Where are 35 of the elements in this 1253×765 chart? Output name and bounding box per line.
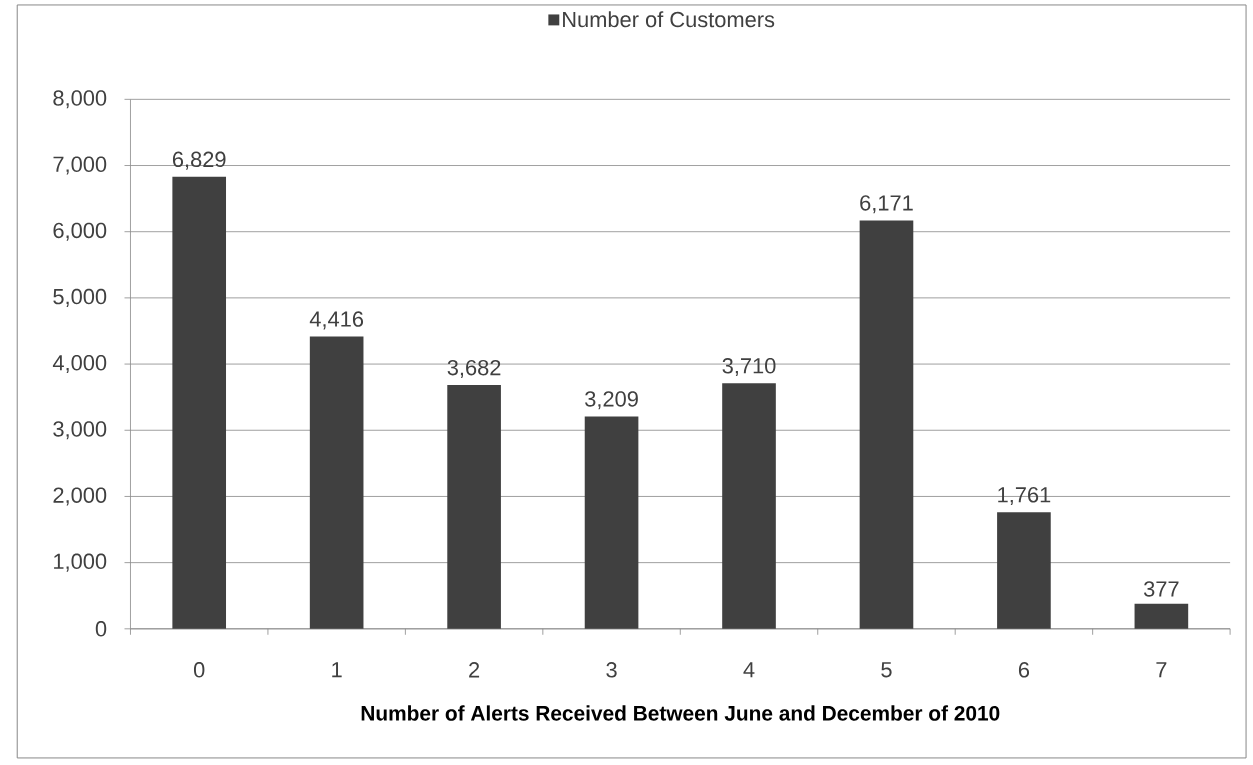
bar (859, 220, 914, 629)
data-label: 3,682 (447, 359, 501, 379)
x-tick-label: 3 (606, 662, 617, 678)
x-tick-label: 4 (743, 662, 755, 678)
x-tick-label: 7 (1156, 662, 1167, 678)
x-tick-label: 1 (332, 662, 342, 678)
x-tick-label: 5 (881, 662, 892, 678)
x-axis-title: Number of Alerts Received Between June and December of 2010 (361, 705, 1000, 721)
data-label: 3,710 (722, 358, 776, 377)
y-tick-label: 4,000 (52, 355, 107, 374)
x-tick-label: 0 (193, 662, 205, 678)
data-label: 4,416 (309, 311, 364, 330)
bar (172, 176, 227, 629)
y-tick-label: 0 (95, 621, 107, 637)
x-tick-label: 2 (469, 662, 480, 678)
data-label: 3,209 (585, 391, 638, 410)
y-tick-label: 6,000 (53, 222, 107, 241)
data-label: 6,171 (860, 195, 913, 214)
bar (309, 336, 364, 629)
y-tick-label: 7,000 (53, 156, 107, 175)
bar (584, 416, 639, 629)
y-tick-label: 5,000 (53, 288, 107, 307)
bar (447, 385, 501, 629)
data-label: 1,761 (998, 487, 1051, 506)
data-label: 6,829 (172, 151, 226, 170)
bar (1134, 603, 1189, 629)
y-tick-label: 2,000 (53, 487, 107, 506)
y-tick-label: 1,000 (54, 553, 107, 572)
bar (997, 512, 1051, 629)
data-label: 377 (1143, 581, 1179, 597)
x-tick-label: 6 (1018, 662, 1030, 678)
y-tick-label: 3,000 (53, 421, 107, 440)
y-tick-label: 8,000 (53, 90, 107, 109)
bar (722, 383, 776, 629)
legend-label: Number of Customers (563, 11, 775, 28)
